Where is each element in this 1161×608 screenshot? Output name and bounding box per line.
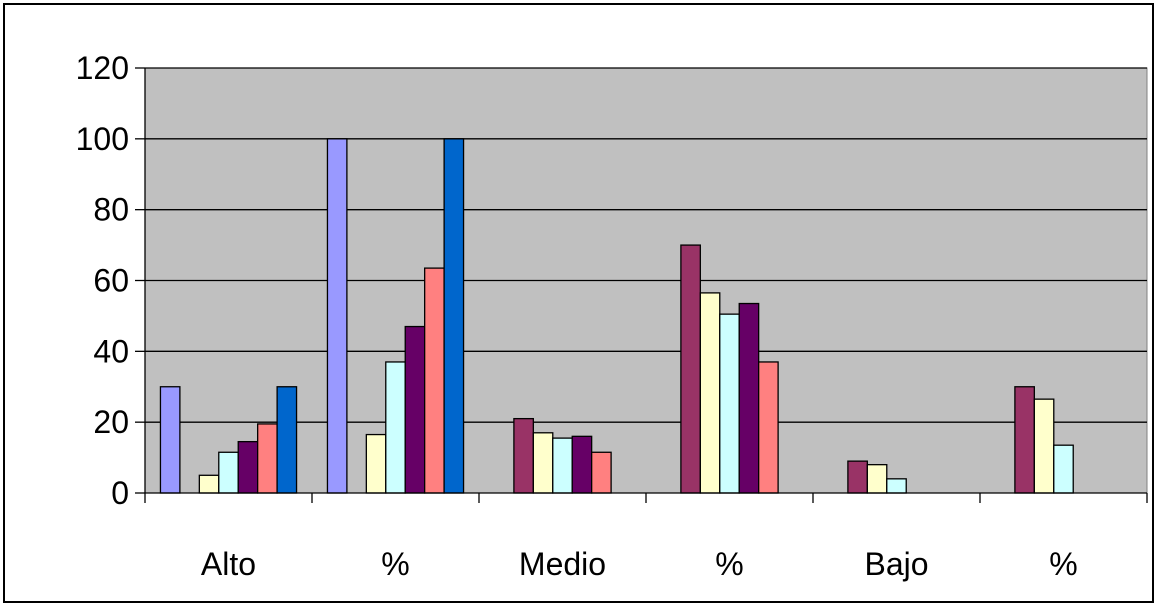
bar — [847, 460, 868, 494]
bar — [404, 325, 426, 494]
y-tick-label: 40 — [93, 333, 129, 369]
bar — [198, 474, 220, 494]
bars — [159, 138, 1074, 494]
bar — [886, 478, 907, 494]
x-category-label: % — [1049, 546, 1077, 582]
bar — [1014, 386, 1035, 494]
bar — [699, 292, 721, 494]
x-category-label: % — [715, 546, 743, 582]
bar — [326, 138, 348, 494]
bar — [738, 302, 760, 494]
bar — [257, 423, 278, 494]
bar-chart: 0 20 40 60 80 100 120 Alto% Medio% Bajo% — [76, 50, 1148, 582]
bar — [532, 432, 554, 494]
bar — [719, 313, 740, 494]
bar — [276, 386, 298, 494]
y-tick-label: 60 — [93, 263, 129, 299]
axes — [135, 67, 1148, 503]
bar — [1033, 398, 1055, 494]
bar — [218, 451, 239, 494]
bar — [443, 138, 465, 494]
x-category-label: % — [381, 546, 409, 582]
bar — [758, 361, 779, 494]
bar — [571, 435, 593, 494]
bar — [680, 244, 701, 494]
x-category-label: Bajo — [864, 546, 928, 582]
labels: 0 20 40 60 80 100 120 Alto% Medio% Bajo% — [76, 50, 1078, 582]
y-tick-label: 20 — [93, 404, 129, 440]
y-tick-label: 120 — [76, 50, 129, 86]
y-tick-label: 0 — [111, 475, 129, 511]
bar — [385, 361, 406, 494]
bar — [365, 433, 387, 494]
bar — [513, 417, 534, 494]
bar — [1053, 444, 1074, 494]
gridlines — [145, 67, 1147, 423]
bar — [552, 437, 573, 494]
bar — [424, 267, 445, 494]
x-category-label: Alto — [201, 546, 256, 582]
bar — [866, 464, 888, 494]
chart-frame: 0 20 40 60 80 100 120 Alto% Medio% Bajo% — [3, 3, 1154, 603]
x-category-label: Medio — [519, 546, 606, 582]
y-tick-label: 100 — [76, 121, 129, 157]
bar — [591, 451, 612, 494]
bar — [237, 440, 259, 494]
y-tick-label: 80 — [93, 192, 129, 228]
bar — [159, 386, 181, 494]
